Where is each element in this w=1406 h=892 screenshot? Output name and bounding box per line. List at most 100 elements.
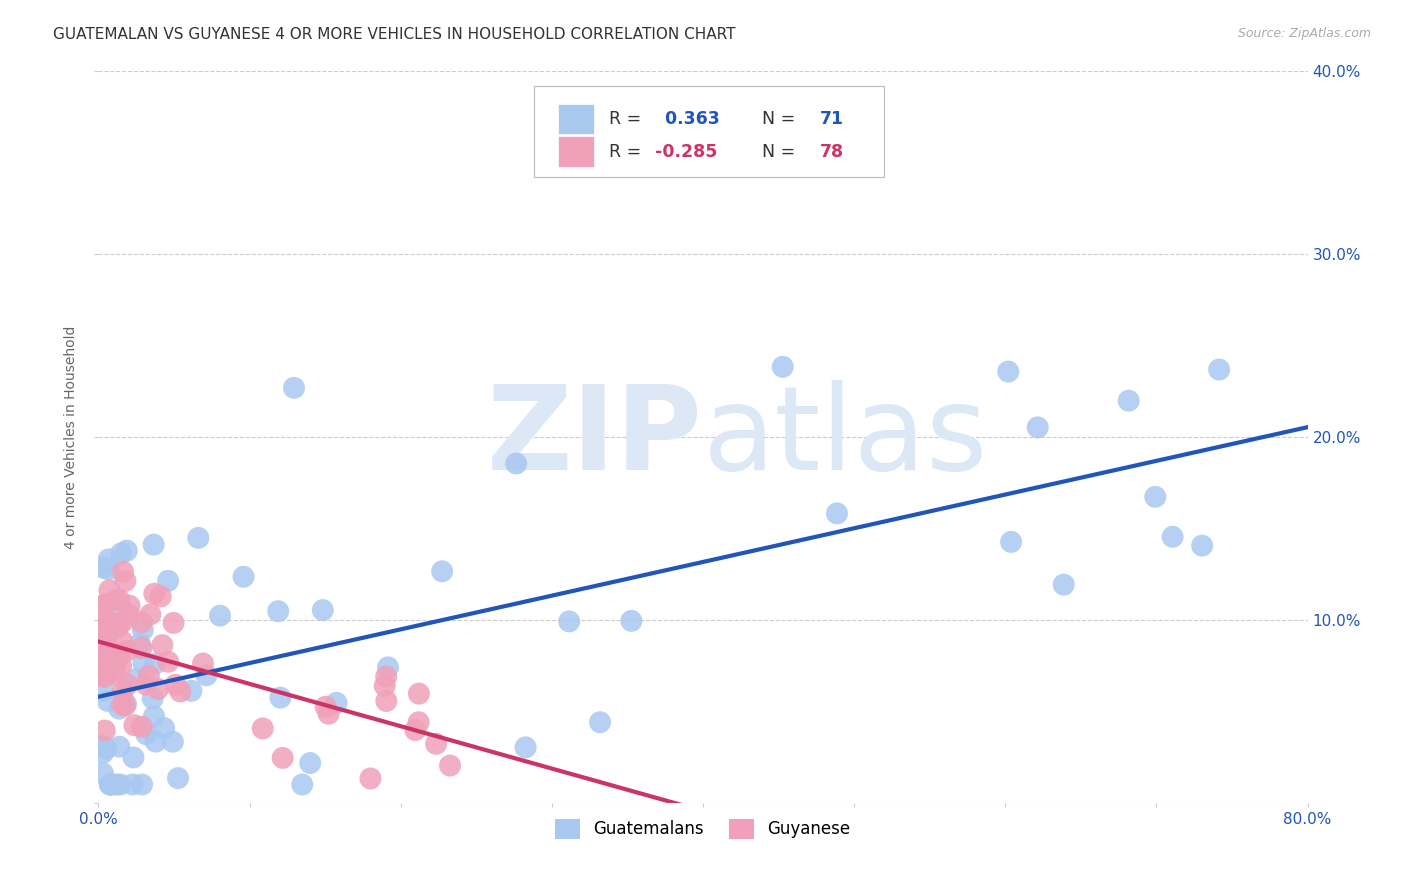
Point <box>1053 577 1076 591</box>
Point <box>91 561 114 575</box>
Text: -0.285: -0.285 <box>655 143 717 161</box>
Point <box>375 669 398 683</box>
Point <box>91 615 114 630</box>
Point <box>252 722 274 736</box>
Text: GUATEMALAN VS GUYANESE 4 OR MORE VEHICLES IN HOUSEHOLD CORRELATION CHART: GUATEMALAN VS GUYANESE 4 OR MORE VEHICLE… <box>53 27 735 42</box>
Point <box>375 694 398 708</box>
Point <box>94 652 117 666</box>
Point <box>111 634 134 648</box>
Point <box>103 649 125 664</box>
Point <box>115 644 138 658</box>
Point <box>110 546 132 560</box>
Point <box>91 766 114 780</box>
Point <box>108 648 131 662</box>
Point <box>271 751 294 765</box>
FancyBboxPatch shape <box>558 136 595 167</box>
Point <box>98 583 121 598</box>
Point <box>142 691 165 706</box>
Point <box>131 640 153 655</box>
Point <box>374 679 396 693</box>
Point <box>93 598 115 612</box>
Text: Source: ZipAtlas.com: Source: ZipAtlas.com <box>1237 27 1371 40</box>
Point <box>94 632 117 647</box>
Point <box>90 622 112 636</box>
Point <box>101 778 124 792</box>
Point <box>89 646 111 660</box>
Point <box>1000 535 1022 549</box>
Point <box>1026 420 1049 434</box>
Point <box>267 604 290 618</box>
Point <box>122 750 145 764</box>
Y-axis label: 4 or more Vehicles in Household: 4 or more Vehicles in Household <box>65 326 79 549</box>
Point <box>107 617 129 632</box>
Point <box>425 737 447 751</box>
Point <box>515 740 537 755</box>
Point <box>97 657 120 671</box>
Point <box>124 673 146 687</box>
Point <box>208 608 231 623</box>
Point <box>146 681 169 696</box>
Point <box>135 727 157 741</box>
Point <box>110 659 132 673</box>
Point <box>132 623 155 637</box>
Point <box>100 778 122 792</box>
Text: N =: N = <box>751 143 801 161</box>
Point <box>111 698 134 712</box>
Point <box>107 649 129 664</box>
Text: ZIP: ZIP <box>486 380 703 494</box>
Point <box>157 655 180 669</box>
Point <box>558 615 581 629</box>
Point <box>96 645 118 659</box>
Point <box>131 615 153 630</box>
Point <box>91 739 114 753</box>
Point <box>96 624 118 638</box>
Point <box>100 649 122 664</box>
Point <box>93 664 115 678</box>
Point <box>93 670 115 684</box>
Point <box>105 778 128 792</box>
Point <box>110 603 132 617</box>
Point <box>101 616 124 631</box>
Text: 78: 78 <box>820 143 845 161</box>
Point <box>112 565 135 579</box>
Point <box>1118 393 1140 408</box>
Point <box>117 677 139 691</box>
Point <box>90 669 112 683</box>
Point <box>312 603 335 617</box>
Point <box>100 646 122 660</box>
Point <box>121 778 143 792</box>
FancyBboxPatch shape <box>534 86 884 178</box>
Point <box>96 627 118 641</box>
Point <box>97 562 120 576</box>
Point <box>299 756 322 770</box>
Point <box>997 365 1019 379</box>
Point <box>105 653 128 667</box>
Point <box>98 615 121 629</box>
Point <box>108 593 131 607</box>
Point <box>131 720 153 734</box>
Point <box>195 668 218 682</box>
Point <box>96 694 118 708</box>
Point <box>269 690 291 705</box>
Point <box>132 656 155 670</box>
Point <box>90 604 112 618</box>
Text: 0.363: 0.363 <box>659 110 720 128</box>
Point <box>149 590 172 604</box>
Point <box>162 615 184 630</box>
Point <box>97 552 120 566</box>
Point <box>325 696 347 710</box>
Point <box>165 678 187 692</box>
Legend: Guatemalans, Guyanese: Guatemalans, Guyanese <box>548 812 858 846</box>
Point <box>89 621 111 635</box>
Point <box>115 543 138 558</box>
Point <box>772 359 794 374</box>
Text: 71: 71 <box>820 110 845 128</box>
Point <box>1208 362 1230 376</box>
Point <box>143 709 166 723</box>
Point <box>315 699 337 714</box>
Text: R =: R = <box>609 143 647 161</box>
Point <box>291 778 314 792</box>
Point <box>187 531 209 545</box>
Point <box>150 638 173 652</box>
Point <box>167 771 190 785</box>
